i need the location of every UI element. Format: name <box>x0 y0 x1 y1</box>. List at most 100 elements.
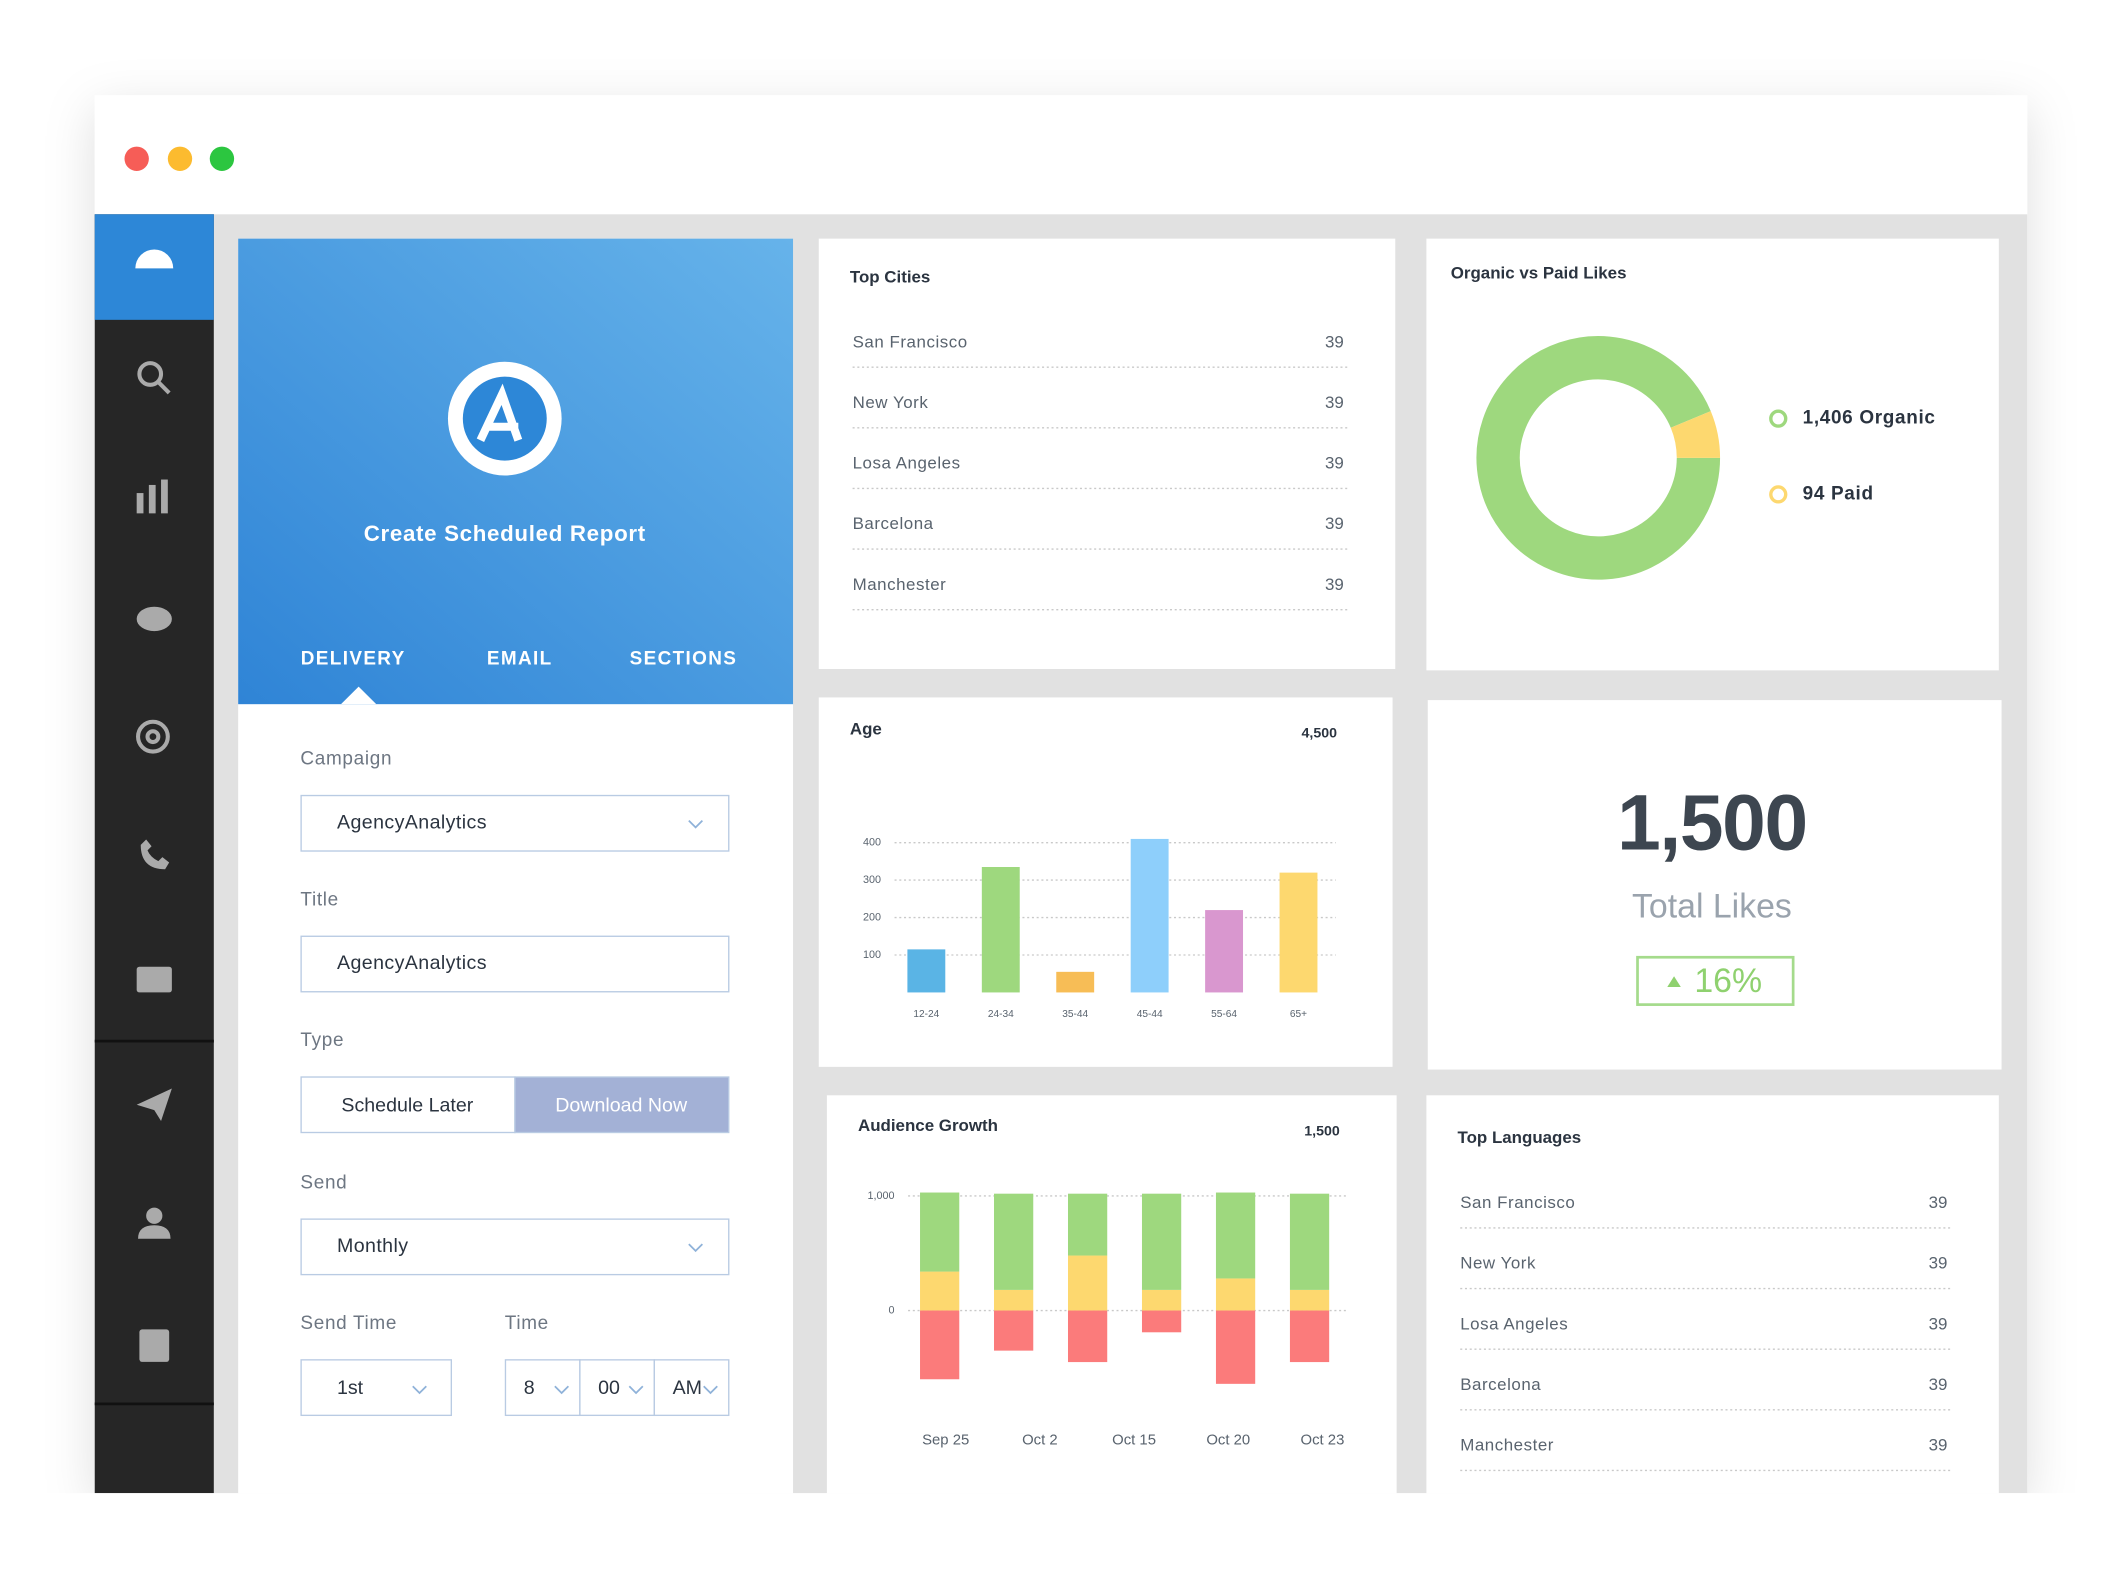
tab[interactable]: SECTIONS <box>630 649 738 670</box>
chevron <box>412 1385 427 1395</box>
row-value: 39 <box>1325 575 1344 594</box>
total-value: 1,500 <box>1617 778 1807 866</box>
y-tick-label: 300 <box>863 874 881 886</box>
bar-segment <box>1215 1310 1256 1384</box>
legend-marker <box>1769 485 1788 504</box>
change-box <box>1636 955 1795 1006</box>
field-value: 1st <box>337 1377 364 1399</box>
input-box[interactable] <box>514 1076 730 1134</box>
bar-segment <box>1067 1193 1108 1256</box>
chart-annotation: 1,500 <box>1304 1124 1340 1140</box>
row-value: 39 <box>1929 1375 1948 1394</box>
field-value: Monthly <box>337 1235 409 1257</box>
y-tick-label: 0 <box>889 1304 895 1316</box>
legend-value: 1,406 <box>1803 408 1854 429</box>
tab[interactable]: EMAIL <box>487 649 553 670</box>
x-tick-label: Oct 20 <box>1206 1432 1250 1448</box>
chart-title: Organic vs Paid Likes <box>1451 263 1627 282</box>
y-tick-label: 200 <box>863 911 881 923</box>
y-tick-label: 100 <box>863 949 881 961</box>
row-label: San Francisco <box>1460 1193 1575 1212</box>
input-box[interactable] <box>300 1218 730 1276</box>
field-label: Type <box>300 1030 344 1051</box>
field-value: AgencyAnalytics <box>337 811 487 833</box>
chevron <box>688 1243 703 1253</box>
search-icon[interactable] <box>137 361 171 395</box>
bar-segment <box>1215 1278 1256 1311</box>
sidebar <box>94 214 214 1494</box>
maximize-button[interactable] <box>209 146 235 171</box>
bar-segment <box>920 1310 960 1380</box>
reports-icon[interactable] <box>136 479 168 514</box>
up-arrow <box>1667 976 1681 988</box>
donut-segment <box>1670 411 1721 459</box>
input-box[interactable] <box>300 1359 453 1417</box>
legend-entry: 94 Paid <box>1803 483 1874 504</box>
input-box[interactable] <box>300 1076 516 1134</box>
field-label: Campaign <box>300 749 392 770</box>
bar-segment <box>920 1271 960 1311</box>
chat-icon[interactable] <box>136 606 172 632</box>
y-tick-label: 400 <box>863 837 881 849</box>
change-value: 16% <box>1694 962 1762 1000</box>
x-tick-label: 55-64 <box>1211 1009 1237 1020</box>
field-label: Send <box>300 1172 347 1193</box>
input-box[interactable] <box>300 935 730 993</box>
bar-segment <box>1289 1310 1330 1363</box>
mail-icon[interactable] <box>136 966 172 993</box>
field-label: Send Time <box>300 1313 397 1334</box>
minimize-button[interactable] <box>167 146 193 171</box>
bar <box>1130 838 1169 993</box>
row-label: Losa Angeles <box>1460 1314 1568 1333</box>
bar <box>1205 910 1244 993</box>
tab-pointer <box>341 686 377 705</box>
dashboard-icon[interactable] <box>135 249 174 269</box>
row-value: 39 <box>1325 514 1344 533</box>
chevron <box>703 1385 718 1395</box>
card-title: Top Cities <box>850 267 930 286</box>
option[interactable]: Download Now <box>555 1094 688 1116</box>
bar-segment <box>1141 1310 1182 1333</box>
input-box[interactable] <box>504 1359 581 1417</box>
bar-segment <box>1067 1310 1108 1363</box>
row-value: 39 <box>1929 1193 1948 1212</box>
send-icon[interactable] <box>136 1088 172 1122</box>
legend-name: Organic <box>1859 408 1935 429</box>
card <box>1427 700 2002 1070</box>
option[interactable]: Schedule Later <box>341 1094 473 1116</box>
user-icon[interactable] <box>138 1207 171 1239</box>
phone-icon[interactable] <box>140 839 170 870</box>
legend-value: 94 <box>1803 483 1825 504</box>
bar <box>907 949 946 993</box>
x-tick-label: 24-34 <box>988 1009 1014 1020</box>
chart-title: Age <box>850 719 882 738</box>
row-label: New York <box>853 393 929 412</box>
field-label: Time <box>505 1313 549 1334</box>
row-label: San Francisco <box>853 332 968 351</box>
close-button[interactable] <box>124 146 149 171</box>
x-tick-label: Oct 23 <box>1301 1432 1345 1448</box>
card-title: Top Languages <box>1458 1128 1582 1147</box>
x-tick-label: Oct 15 <box>1112 1432 1156 1448</box>
bar-segment <box>994 1310 1034 1351</box>
input-box[interactable] <box>300 794 730 852</box>
row-value: 39 <box>1325 393 1344 412</box>
bar-segment <box>1289 1193 1330 1290</box>
bar-segment <box>920 1192 960 1272</box>
tab[interactable]: DELIVERY <box>301 649 406 670</box>
chevron <box>628 1385 644 1395</box>
bar <box>1279 872 1318 993</box>
x-tick-label: 65+ <box>1290 1009 1307 1020</box>
field-value: AM <box>673 1377 702 1399</box>
chart-annotation: 4,500 <box>1302 726 1338 742</box>
x-tick-label: 35-44 <box>1062 1009 1088 1020</box>
bar-segment <box>1141 1289 1182 1311</box>
row-value: 39 <box>1325 332 1344 351</box>
target-icon[interactable] <box>136 719 170 754</box>
chart-title: Audience Growth <box>858 1116 998 1135</box>
tasks-icon[interactable] <box>139 1329 170 1362</box>
legend-name: Paid <box>1831 483 1874 504</box>
bar-segment <box>994 1193 1034 1290</box>
legend-marker <box>1769 409 1788 428</box>
